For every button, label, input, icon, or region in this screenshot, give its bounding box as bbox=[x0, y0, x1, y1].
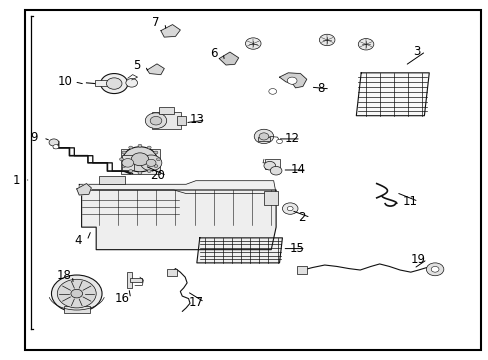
Bar bbox=[130, 278, 142, 282]
Bar bbox=[95, 80, 109, 86]
Bar bbox=[258, 137, 269, 141]
Polygon shape bbox=[356, 73, 428, 116]
Text: 13: 13 bbox=[189, 113, 204, 126]
Circle shape bbox=[131, 153, 148, 166]
Polygon shape bbox=[219, 52, 238, 65]
Text: 11: 11 bbox=[402, 195, 416, 208]
Text: 20: 20 bbox=[150, 169, 165, 182]
Circle shape bbox=[268, 89, 276, 94]
Circle shape bbox=[426, 263, 443, 276]
Text: 1: 1 bbox=[12, 174, 20, 186]
Circle shape bbox=[146, 159, 156, 166]
Circle shape bbox=[156, 158, 160, 161]
Bar bbox=[152, 112, 181, 129]
Bar bbox=[166, 269, 177, 276]
Circle shape bbox=[57, 279, 96, 308]
Polygon shape bbox=[147, 64, 164, 75]
Bar bbox=[99, 176, 125, 184]
Text: 10: 10 bbox=[58, 75, 73, 88]
Circle shape bbox=[140, 155, 162, 171]
Text: 14: 14 bbox=[290, 163, 305, 176]
Circle shape bbox=[150, 116, 162, 125]
Circle shape bbox=[101, 73, 127, 94]
Circle shape bbox=[259, 133, 268, 140]
Text: 16: 16 bbox=[114, 292, 129, 305]
Circle shape bbox=[147, 170, 151, 172]
Polygon shape bbox=[81, 190, 276, 249]
Text: 12: 12 bbox=[284, 132, 299, 145]
Circle shape bbox=[254, 129, 273, 144]
Circle shape bbox=[319, 34, 334, 46]
Bar bbox=[122, 155, 134, 170]
Circle shape bbox=[138, 171, 142, 174]
Text: 17: 17 bbox=[188, 296, 203, 309]
Polygon shape bbox=[279, 73, 306, 88]
Text: 8: 8 bbox=[317, 82, 325, 95]
Circle shape bbox=[122, 158, 133, 167]
Circle shape bbox=[145, 113, 166, 129]
Circle shape bbox=[119, 158, 123, 161]
Text: 3: 3 bbox=[412, 45, 420, 58]
Circle shape bbox=[106, 78, 122, 89]
Circle shape bbox=[71, 289, 82, 298]
Text: 4: 4 bbox=[74, 234, 82, 247]
Bar bbox=[120, 149, 160, 174]
Polygon shape bbox=[197, 238, 282, 263]
Circle shape bbox=[287, 206, 292, 211]
Text: 15: 15 bbox=[289, 242, 304, 255]
Text: 18: 18 bbox=[56, 269, 71, 282]
Circle shape bbox=[53, 145, 59, 149]
Circle shape bbox=[49, 139, 59, 146]
Bar bbox=[177, 116, 186, 125]
Circle shape bbox=[276, 139, 282, 144]
Circle shape bbox=[430, 266, 438, 272]
Circle shape bbox=[282, 203, 297, 214]
Text: 19: 19 bbox=[410, 253, 425, 266]
Circle shape bbox=[270, 166, 282, 175]
Circle shape bbox=[122, 165, 125, 167]
Circle shape bbox=[138, 144, 142, 147]
Circle shape bbox=[245, 38, 261, 49]
Text: 6: 6 bbox=[210, 47, 218, 60]
Bar bbox=[126, 272, 131, 288]
Circle shape bbox=[358, 39, 373, 50]
Circle shape bbox=[125, 78, 137, 87]
Circle shape bbox=[154, 151, 158, 154]
Bar bbox=[159, 108, 174, 114]
Circle shape bbox=[264, 161, 275, 170]
Text: 9: 9 bbox=[31, 131, 38, 144]
Bar bbox=[63, 306, 90, 313]
Bar bbox=[264, 192, 277, 205]
Circle shape bbox=[122, 151, 125, 154]
Circle shape bbox=[287, 77, 296, 84]
Polygon shape bbox=[79, 181, 276, 194]
Circle shape bbox=[154, 165, 158, 167]
Text: 7: 7 bbox=[152, 16, 160, 29]
Circle shape bbox=[147, 146, 151, 149]
Polygon shape bbox=[161, 24, 180, 37]
Text: 2: 2 bbox=[298, 211, 305, 224]
Bar bbox=[264, 158, 280, 168]
Bar bbox=[296, 266, 306, 274]
Circle shape bbox=[122, 147, 157, 172]
Circle shape bbox=[51, 275, 102, 312]
Polygon shape bbox=[77, 184, 91, 195]
Circle shape bbox=[128, 146, 132, 149]
Text: 5: 5 bbox=[133, 59, 140, 72]
Circle shape bbox=[128, 170, 132, 172]
